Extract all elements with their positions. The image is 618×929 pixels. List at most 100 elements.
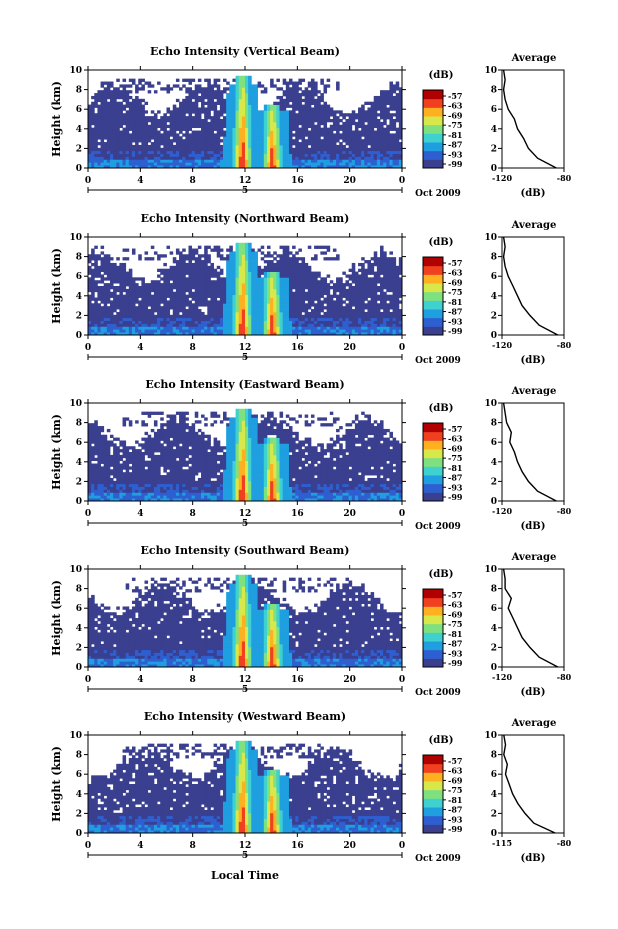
heatmap-cell — [232, 119, 236, 123]
heatmap-cell — [241, 142, 246, 146]
heatmap-cell — [282, 274, 287, 278]
heatmap-cell — [169, 288, 174, 293]
heatmap-cell — [106, 309, 111, 313]
heatmap-cell — [263, 116, 268, 120]
heatmap-cell — [317, 159, 321, 163]
heatmap-cell — [285, 323, 290, 327]
heatmap-cell — [166, 116, 171, 120]
heatmap-cell — [266, 274, 271, 278]
heatmap-cell — [273, 116, 277, 120]
heatmap-cell — [317, 113, 321, 117]
heatmap-cell — [213, 303, 218, 307]
heatmap-cell — [241, 127, 246, 131]
heatmap-cell — [169, 165, 174, 169]
heatmap-cell — [317, 147, 321, 152]
heatmap-cell — [389, 124, 393, 129]
heatmap-cell — [163, 271, 167, 275]
heatmap-cell — [166, 147, 171, 152]
heatmap-cell — [386, 286, 390, 290]
heatmap-cell — [370, 317, 375, 321]
y-tick-label: 8 — [76, 86, 82, 96]
heatmap-cell — [376, 150, 381, 154]
heatmap-cell — [169, 277, 174, 281]
heatmap-cell — [301, 309, 306, 313]
heatmap-cell — [138, 159, 142, 163]
heatmap-cell — [238, 116, 243, 120]
heatmap-cell — [383, 329, 387, 333]
heatmap-cell — [91, 104, 95, 108]
heatmap-cell — [395, 116, 400, 120]
heatmap-cell — [254, 326, 258, 330]
heatmap-cell — [373, 329, 378, 333]
heatmap-cell — [103, 124, 108, 129]
heatmap-cell — [100, 90, 105, 94]
heatmap-cell — [358, 280, 362, 284]
heatmap-cell — [213, 136, 218, 140]
heatmap-cell — [276, 110, 280, 114]
heatmap-cell — [182, 84, 186, 88]
heatmap-cell — [304, 294, 309, 298]
heatmap-cell — [116, 317, 120, 321]
heatmap-cell — [251, 300, 255, 304]
heatmap-cell — [270, 121, 274, 126]
heatmap-cell — [254, 265, 258, 270]
x-tick-label: 0 — [399, 176, 405, 186]
heatmap-cell — [288, 104, 293, 108]
heatmap-cell — [263, 133, 268, 137]
heatmap-cell — [131, 329, 136, 333]
heatmap-cell — [125, 283, 130, 287]
heatmap-cell — [232, 265, 236, 270]
heatmap-cell — [144, 110, 149, 114]
heatmap-cell — [216, 248, 221, 252]
heatmap-cell — [383, 144, 387, 149]
heatmap-cell — [354, 320, 359, 324]
heatmap-cell — [358, 314, 362, 319]
heatmap-cell — [109, 110, 114, 114]
heatmap-cell — [157, 254, 161, 258]
heatmap-cell — [332, 300, 337, 304]
heatmap-cell — [329, 257, 334, 261]
heatmap-cell — [160, 150, 164, 154]
heatmap-cell — [229, 257, 233, 261]
heatmap-cell — [88, 297, 92, 301]
heatmap-cell — [345, 142, 350, 146]
heatmap-cell — [138, 127, 142, 131]
heatmap-cell — [266, 286, 271, 290]
heatmap-cell — [213, 113, 218, 117]
heatmap-cell — [125, 162, 130, 166]
heatmap-cell — [254, 309, 258, 313]
heatmap-cell — [282, 254, 287, 258]
heatmap-cell — [266, 159, 271, 163]
heatmap-cell — [398, 127, 403, 131]
heatmap-cell — [185, 116, 189, 120]
heatmap-cell — [119, 320, 123, 324]
heatmap-cell — [194, 277, 199, 281]
heatmap-cell — [270, 124, 274, 129]
heatmap-cell — [219, 280, 224, 284]
heatmap-cell — [254, 306, 258, 310]
heatmap-cell — [317, 309, 321, 313]
heatmap-cell — [100, 262, 105, 267]
heatmap-cell — [307, 104, 312, 108]
heatmap-cell — [348, 268, 353, 272]
heatmap-cell — [317, 323, 321, 327]
heatmap-cell — [285, 153, 290, 157]
heatmap-cell — [273, 323, 277, 327]
heatmap-cell — [238, 104, 243, 108]
heatmap-cell — [304, 291, 309, 296]
heatmap-cell — [106, 119, 111, 123]
colorbar-tick-label: -99 — [448, 159, 463, 169]
heatmap-cell — [279, 262, 284, 267]
heatmap-cell — [358, 329, 362, 333]
heatmap-cell — [147, 311, 152, 316]
heatmap-cell — [191, 139, 196, 143]
heatmap-cell — [348, 311, 353, 316]
heatmap-cell — [216, 326, 221, 330]
heatmap-cell — [235, 156, 240, 160]
heatmap-cell — [380, 95, 384, 100]
heatmap-cell — [288, 251, 293, 255]
heatmap-cell — [204, 314, 208, 319]
heatmap-cell — [251, 95, 255, 100]
heatmap-cell — [188, 265, 193, 270]
heatmap-cell — [348, 156, 353, 160]
